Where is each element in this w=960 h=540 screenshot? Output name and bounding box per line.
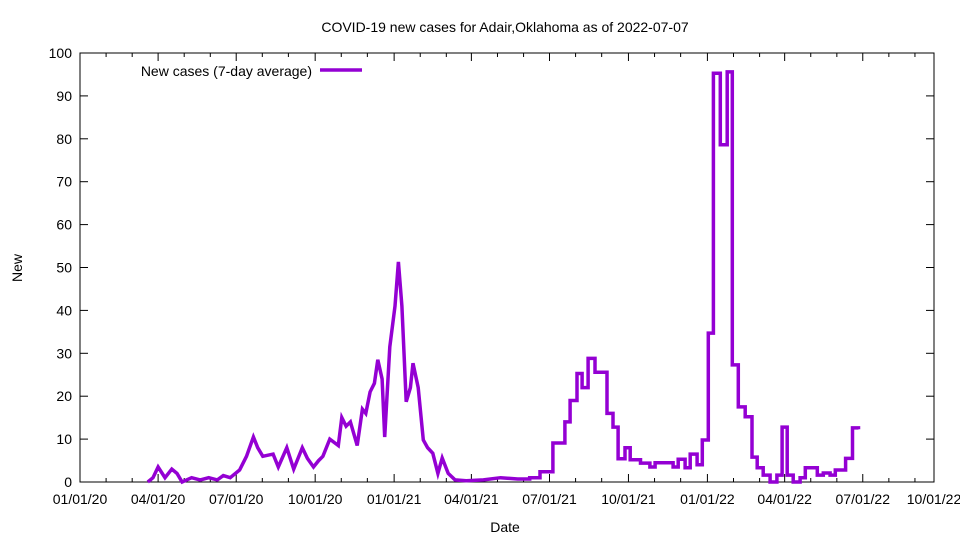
- y-tick-label: 40: [56, 302, 72, 318]
- y-tick-label: 100: [49, 45, 73, 61]
- y-tick-label: 10: [56, 431, 72, 447]
- y-tick-label: 90: [56, 88, 72, 104]
- y-axis-label: New: [9, 253, 25, 282]
- x-tick-label: 10/01/20: [288, 491, 343, 507]
- plot-border: [79, 52, 935, 483]
- y-tick-label: 30: [56, 345, 72, 361]
- x-tick-label: 07/01/21: [522, 491, 577, 507]
- y-tick-label: 20: [56, 388, 72, 404]
- y-tick-label: 50: [56, 260, 72, 276]
- y-tick-label: 60: [56, 217, 72, 233]
- y-tick-label: 80: [56, 131, 72, 147]
- x-tick-label: 04/01/21: [444, 491, 499, 507]
- x-tick-label: 04/01/22: [757, 491, 812, 507]
- x-axis-label: Date: [490, 519, 520, 535]
- y-tick-label: 0: [64, 474, 72, 490]
- x-tick-label: 07/01/20: [209, 491, 264, 507]
- legend-label: New cases (7-day average): [141, 63, 312, 79]
- x-tick-label: 10/01/22: [907, 491, 960, 507]
- x-tick-label: 07/01/22: [836, 491, 891, 507]
- y-tick-label: 70: [56, 174, 72, 190]
- legend: New cases (7-day average): [141, 63, 362, 79]
- series-line: [146, 70, 861, 485]
- x-tick-label: 01/01/22: [680, 491, 735, 507]
- x-tick-label: 04/01/20: [131, 491, 186, 507]
- x-tick-label: 01/01/20: [53, 491, 108, 507]
- x-tick-label: 10/01/21: [601, 491, 656, 507]
- chart-title: COVID-19 new cases for Adair,Oklahoma as…: [321, 19, 689, 35]
- x-tick-label: 01/01/21: [367, 491, 422, 507]
